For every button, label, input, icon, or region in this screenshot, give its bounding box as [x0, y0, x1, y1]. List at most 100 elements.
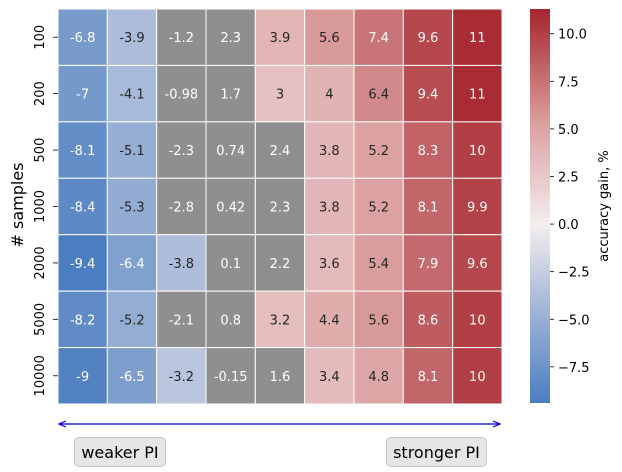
row-tick-label: 5000 — [33, 303, 48, 336]
heatmap-cell — [402, 290, 454, 349]
heatmap-cell — [304, 347, 355, 405]
heatmap-cell — [452, 177, 503, 236]
heatmap-cell — [156, 347, 207, 405]
heatmap-cell — [205, 177, 256, 236]
cell-value-label: 7.4 — [368, 31, 389, 46]
heatmap-cell — [452, 347, 503, 405]
heatmap-cell — [254, 290, 306, 349]
cell-value-label: 2.4 — [270, 144, 291, 159]
cell-value-label: 4 — [325, 88, 333, 103]
colorbar-label: accuracy gain, % — [597, 150, 612, 261]
colorbar-tick-label: −5.0 — [558, 313, 590, 328]
cell-value-label: -3.8 — [169, 257, 194, 272]
cell-value-label: 9.9 — [467, 201, 488, 216]
cell-value-label: -5.3 — [119, 201, 144, 216]
cell-value-label: -5.2 — [119, 313, 144, 328]
cell-value-label: 3.8 — [319, 201, 340, 216]
cell-value-label: 3.6 — [319, 257, 340, 272]
cell-value-label: -0.98 — [165, 88, 199, 103]
heatmap-cell — [156, 290, 207, 349]
cell-value-label: 3.9 — [270, 31, 291, 46]
row-tick-label: 10000 — [33, 355, 48, 396]
heatmap-cell — [353, 234, 404, 292]
colorbar-tick-label: 0.0 — [558, 218, 579, 233]
heatmap-cell — [106, 347, 158, 405]
heatmap-cell — [106, 8, 158, 66]
cell-value-label: -4.1 — [119, 88, 144, 103]
cell-value-label: -0.15 — [214, 370, 248, 385]
cell-value-label: 4.8 — [368, 370, 389, 385]
cell-value-label: 9.4 — [418, 88, 439, 103]
heatmap-cell — [156, 64, 207, 123]
cell-value-label: -8.4 — [70, 201, 95, 216]
cell-value-label: 8.1 — [418, 370, 439, 385]
heatmap-cell — [353, 347, 404, 405]
heatmap-cell — [106, 121, 158, 179]
heatmap-cell — [402, 8, 454, 66]
heatmap-cell — [304, 290, 355, 349]
heatmap-cell — [304, 8, 355, 66]
heatmap-cell — [205, 290, 256, 349]
heatmap-cell — [402, 64, 454, 123]
heatmap-cell — [353, 64, 404, 123]
heatmap-cell — [156, 121, 207, 179]
heatmap-cell — [452, 121, 503, 179]
heatmap-cell — [254, 121, 306, 179]
heatmap-cell — [106, 290, 158, 349]
colorbar-tick-label: 2.5 — [558, 170, 579, 185]
heatmap-cell — [57, 8, 108, 66]
cell-value-label: 8.6 — [418, 313, 439, 328]
cell-value-label: -7 — [76, 88, 89, 103]
cell-value-label: 5.6 — [319, 31, 340, 46]
cell-value-label: 5.4 — [368, 257, 389, 272]
heatmap-cells: -6.8 -3.9 -1.2 2.3 3.9 5.6 7.4 9.6 11 -7 -4.1 -0.98… — [57, 8, 503, 405]
cell-value-label: 9.6 — [418, 31, 439, 46]
cell-value-label: -8.1 — [70, 144, 95, 159]
row-tick-label: 200 — [33, 81, 48, 106]
cell-value-label: -5.1 — [119, 144, 144, 159]
cell-value-label: 8.3 — [418, 144, 439, 159]
heatmap-cell — [57, 347, 108, 405]
heatmap-cell — [304, 234, 355, 292]
cell-value-label: 3.8 — [319, 144, 340, 159]
heatmap-cell — [57, 177, 108, 236]
colorbar-tick-label: −7.5 — [558, 361, 590, 376]
cell-value-label: -6.8 — [70, 31, 95, 46]
heatmap-cell — [106, 177, 158, 236]
cell-value-label: 10 — [469, 313, 486, 328]
heatmap-cell — [452, 234, 503, 292]
heatmap-cell — [205, 234, 256, 292]
cell-value-label: 3.4 — [319, 370, 340, 385]
weaker-pi-label: weaker PI — [74, 437, 166, 467]
cell-value-label: 8.1 — [418, 201, 439, 216]
row-tick-labels: 100 200 500 1000 2000 5000 10000 — [33, 25, 58, 396]
cell-value-label: -6.4 — [119, 257, 144, 272]
cell-value-label: 0.74 — [216, 144, 245, 159]
cell-value-label: 3 — [276, 88, 284, 103]
row-tick-label: 2000 — [33, 246, 48, 279]
cell-value-label: 11 — [469, 88, 486, 103]
heatmap-cell — [57, 290, 108, 349]
cell-value-label: 5.6 — [368, 313, 389, 328]
cell-value-label: 11 — [469, 31, 486, 46]
cell-value-label: 2.3 — [270, 201, 291, 216]
colorbar-tick-label: 5.0 — [558, 123, 579, 138]
heatmap-cell — [57, 234, 108, 292]
cell-value-label: 0.1 — [220, 257, 241, 272]
heatmap-cell — [452, 64, 503, 123]
colorbar-tick-label: 10.0 — [558, 28, 587, 43]
heatmap-cell — [156, 234, 207, 292]
colorbar-tick-label: −2.5 — [558, 266, 590, 281]
heatmap-cell — [205, 121, 256, 179]
cell-value-label: -1.2 — [169, 31, 194, 46]
cell-value-label: -8.2 — [70, 313, 95, 328]
stronger-pi-label: stronger PI — [386, 437, 487, 467]
heatmap-cell — [57, 64, 108, 123]
colorbar-ticks: −7.5 −5.0 −2.5 0.0 2.5 5.0 7.5 10.0 — [550, 28, 590, 376]
cell-value-label: 5.2 — [368, 144, 389, 159]
heatmap-cell — [452, 290, 503, 349]
cell-value-label: -3.2 — [169, 370, 194, 385]
cell-value-label: -9.4 — [70, 257, 95, 272]
cell-value-label: 5.2 — [368, 201, 389, 216]
